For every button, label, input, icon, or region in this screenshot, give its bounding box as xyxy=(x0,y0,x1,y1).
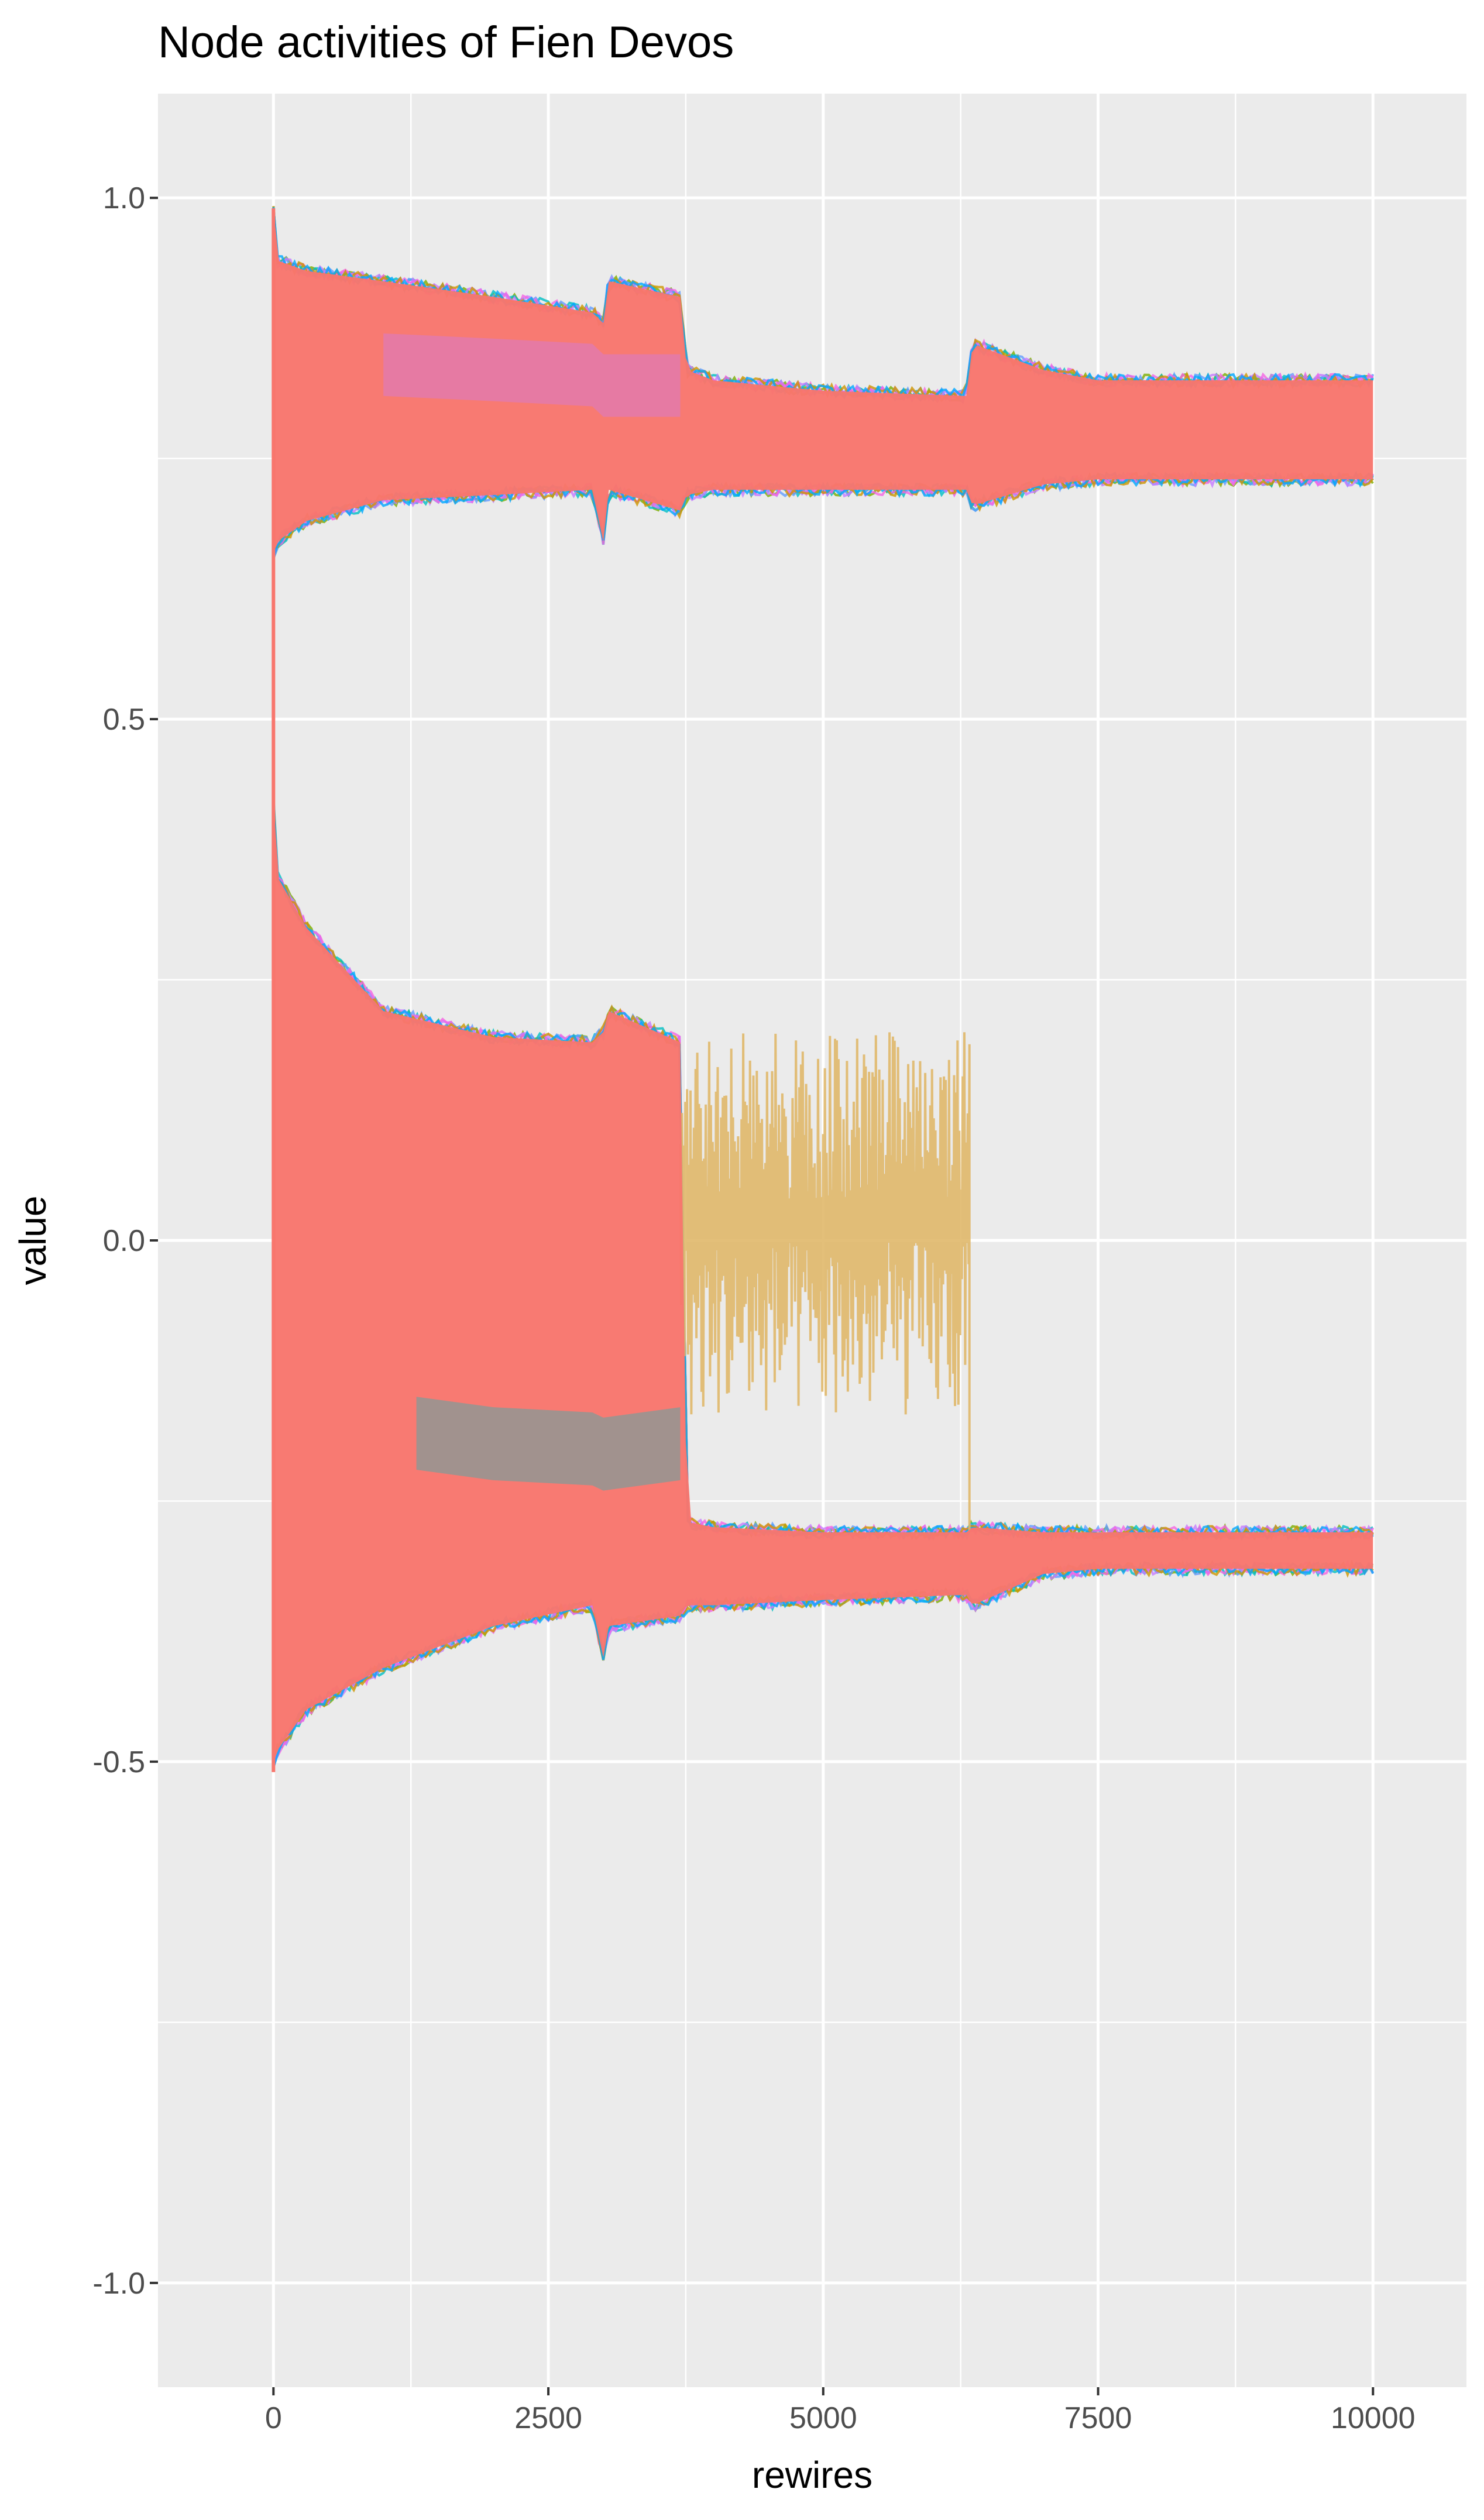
x-axis: 0 2500 5000 7500 10000 xyxy=(265,2387,1416,2435)
lower-activity-band xyxy=(273,802,1373,1762)
chart-title: Node activities of Fien Devos xyxy=(158,18,734,67)
upper-activity-band xyxy=(273,208,1373,552)
x-axis-label: rewires xyxy=(752,2454,872,2496)
lower-gap-streaks xyxy=(416,1397,681,1491)
upper-gap-streaks xyxy=(383,333,681,417)
x-tick-label: 0 xyxy=(265,2401,282,2435)
highlight-series-line xyxy=(679,1032,971,1532)
y-tick-label: -1.0 xyxy=(92,2267,145,2301)
x-tick-label: 5000 xyxy=(789,2401,857,2435)
series-layer xyxy=(272,206,1375,1772)
x-tick-label: 7500 xyxy=(1064,2401,1132,2435)
y-tick-label: -0.5 xyxy=(92,1745,145,1779)
y-axis: -1.0 -0.5 0.0 0.5 1.0 xyxy=(92,181,158,2301)
y-tick-label: 0.5 xyxy=(103,703,145,737)
y-axis-label: value xyxy=(12,1196,54,1285)
y-tick-label: 0.0 xyxy=(103,1224,145,1258)
x-tick-label: 10000 xyxy=(1331,2401,1416,2435)
x-tick-label: 2500 xyxy=(514,2401,582,2435)
y-tick-label: 1.0 xyxy=(103,181,145,215)
upper-band-bottom-fringe xyxy=(273,471,1374,549)
